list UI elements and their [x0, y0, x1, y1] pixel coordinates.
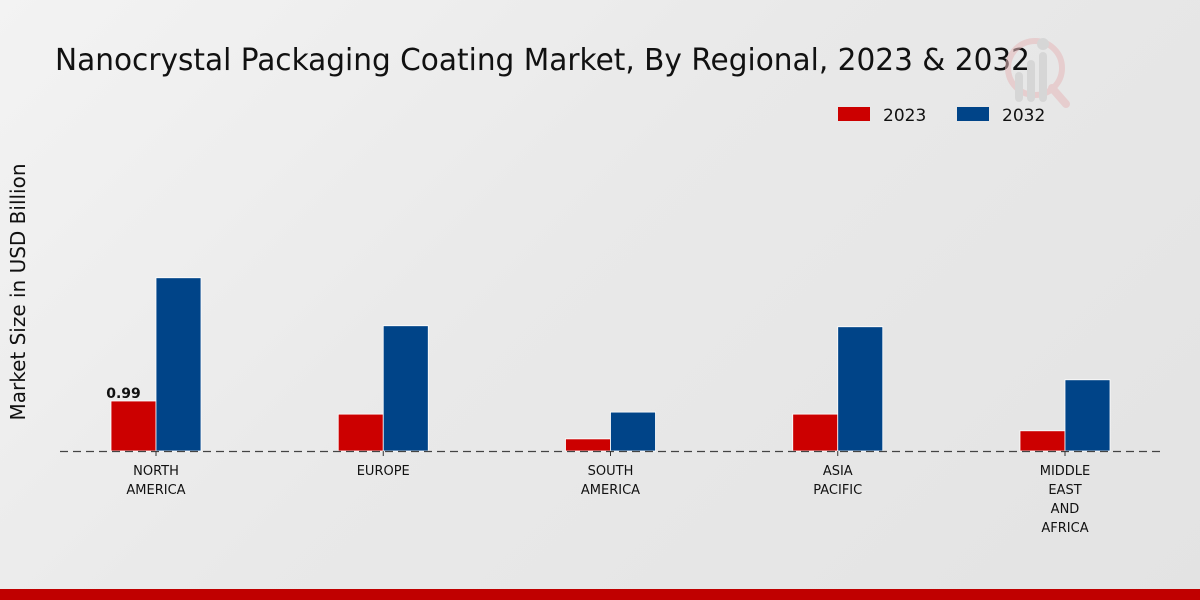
bars-group: 0.99	[106, 277, 1111, 452]
footer-bar	[0, 589, 1200, 600]
x-axis-ticks: NORTH AMERICA EUROPE SOUTH AMERICA ASIA PACIFI…	[126, 451, 1090, 536]
x-tick-label-europe: EUROPE	[357, 464, 410, 479]
bar-north-america-2032	[155, 277, 202, 452]
bar-middle-east-and-africa-2032	[1064, 379, 1111, 452]
legend-swatch-2023	[838, 107, 870, 121]
bar-north-america-2023	[110, 400, 157, 452]
bar-south-america-2023	[565, 438, 611, 452]
bar-middle-east-and-africa-2023	[1019, 430, 1066, 452]
y-axis-label: Market Size in USD Billion	[6, 163, 30, 420]
x-tick-label-middle-east-and-africa: MIDDLE EAST AND AFRICA	[1040, 464, 1091, 536]
legend: 2023 2032	[838, 106, 1045, 126]
bar-asia-pacific-2023	[792, 413, 839, 452]
legend-swatch-2032	[957, 107, 989, 121]
legend-label-2032: 2032	[1002, 106, 1045, 126]
bar-europe-2032	[382, 325, 429, 452]
bar-europe-2023	[337, 413, 384, 452]
watermark-logo-icon	[1005, 38, 1070, 108]
bar-asia-pacific-2032	[837, 326, 884, 452]
bar-south-america-2032	[610, 411, 656, 452]
x-tick-label-south-america: SOUTH AMERICA	[581, 464, 640, 498]
x-tick-label-asia-pacific: ASIA PACIFIC	[813, 464, 862, 498]
chart-title: Nanocrystal Packaging Coating Market, By…	[55, 43, 1030, 78]
data-label: 0.99	[106, 386, 141, 402]
x-tick-label-north-america: NORTH AMERICA	[126, 464, 185, 498]
legend-label-2023: 2023	[883, 106, 926, 126]
